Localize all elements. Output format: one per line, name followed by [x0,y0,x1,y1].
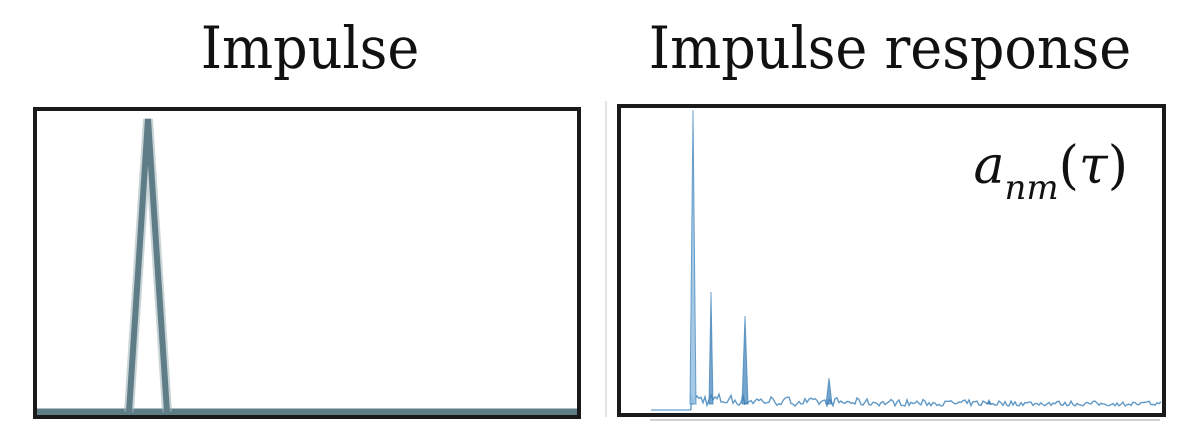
impulse-title: Impulse [200,14,420,82]
right-panel-faint-edge [605,101,607,417]
impulse-response-title: Impulse response [648,14,1132,82]
response-peak [741,315,749,405]
label-open-paren: ( [1058,136,1079,196]
response-peak [689,109,697,405]
impulse-spike [126,118,170,413]
impulse-response-panel: anm(τ) [617,104,1166,417]
response-peak [825,377,833,405]
impulse-panel [33,107,581,419]
label-subscript: nm [1004,168,1059,208]
response-series [651,109,1162,411]
impulse-response-plot [651,109,1162,411]
right-panel-axis-line [650,419,1160,421]
response-peak [708,291,714,405]
label-base: a [973,136,1005,196]
response-peak [986,398,992,405]
anm-tau-label: anm(τ) [973,136,1128,218]
label-arg: τ [1078,136,1108,196]
label-close-paren: ) [1107,136,1128,196]
impulse-plot [37,118,577,415]
response-tail [690,392,1162,410]
